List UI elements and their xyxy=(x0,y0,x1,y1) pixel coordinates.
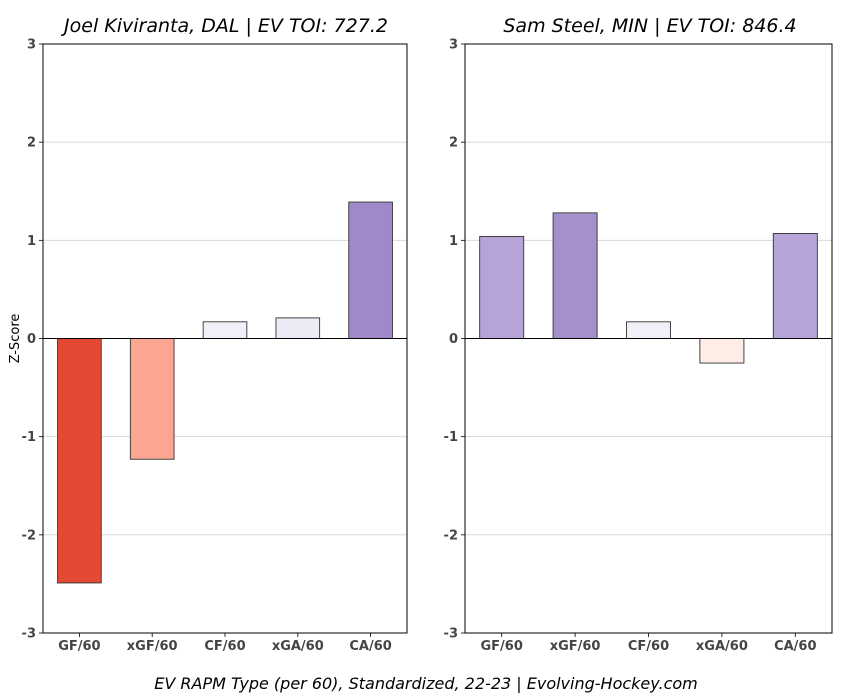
left-x-tick-label: GF/60 xyxy=(58,639,100,654)
right-y-tick-label: 1 xyxy=(449,234,458,249)
right-y-tick-label: -1 xyxy=(444,430,458,445)
right-y-tick-label: 0 xyxy=(449,332,458,347)
left-bar-ca-60 xyxy=(348,201,393,339)
right-y-tick-label: -3 xyxy=(444,627,458,642)
left-bar-cf-60 xyxy=(202,321,248,339)
right-y-tick-label: 2 xyxy=(449,136,458,151)
right-bar-xgf-60 xyxy=(552,212,598,339)
right-chart-title: Sam Steel, MIN | EV TOI: 846.4 xyxy=(503,15,796,37)
right-y-tick-label: -2 xyxy=(444,528,458,543)
left-x-tick-label: xGA/60 xyxy=(272,639,324,654)
left-plot-frame xyxy=(42,43,408,634)
right-x-tick-label: CF/60 xyxy=(628,639,669,654)
right-x-tick-label: CA/60 xyxy=(774,639,816,654)
right-bar-xga-60 xyxy=(699,338,745,364)
left-y-tick-label: -3 xyxy=(22,627,36,642)
left-x-tick-label: xGF/60 xyxy=(127,639,178,654)
left-y-tick-label: 2 xyxy=(27,136,36,151)
left-y-tick-label: 1 xyxy=(27,234,36,249)
left-x-tick-label: CA/60 xyxy=(349,639,391,654)
right-bar-gf-60 xyxy=(479,235,525,339)
right-chart-panel: Sam Steel, MIN | EV TOI: 846.4 -3 -2 -1 0 1 2 3… xyxy=(444,15,833,654)
right-bar-cf-60 xyxy=(626,321,671,339)
right-x-tick-label: xGF/60 xyxy=(550,639,601,654)
right-plot-frame xyxy=(464,43,833,634)
left-y-tick-label: 0 xyxy=(27,332,36,347)
right-y-tick-label: 3 xyxy=(449,38,458,53)
right-x-tick-label: GF/60 xyxy=(481,639,523,654)
left-bar-gf-60 xyxy=(57,338,102,584)
left-y-tick-label: -1 xyxy=(22,430,36,445)
left-y-axis-label: Z-Score xyxy=(8,314,23,364)
left-y-tick-label: 3 xyxy=(27,38,36,53)
right-x-tick-label: xGA/60 xyxy=(696,639,748,654)
left-y-tick-label: -2 xyxy=(22,528,36,543)
left-x-tick-label: CF/60 xyxy=(204,639,245,654)
chart-footer-caption: EV RAPM Type (per 60), Standardized, 22-… xyxy=(154,674,698,693)
left-bar-xga-60 xyxy=(275,317,321,339)
left-chart-title: Joel Kiviranta, DAL | EV TOI: 727.2 xyxy=(60,15,388,37)
left-chart-panel: Joel Kiviranta, DAL | EV TOI: 727.2 -3 -2 -… xyxy=(8,15,408,654)
left-bar-xgf-60 xyxy=(129,338,175,460)
right-bar-ca-60 xyxy=(772,233,818,339)
